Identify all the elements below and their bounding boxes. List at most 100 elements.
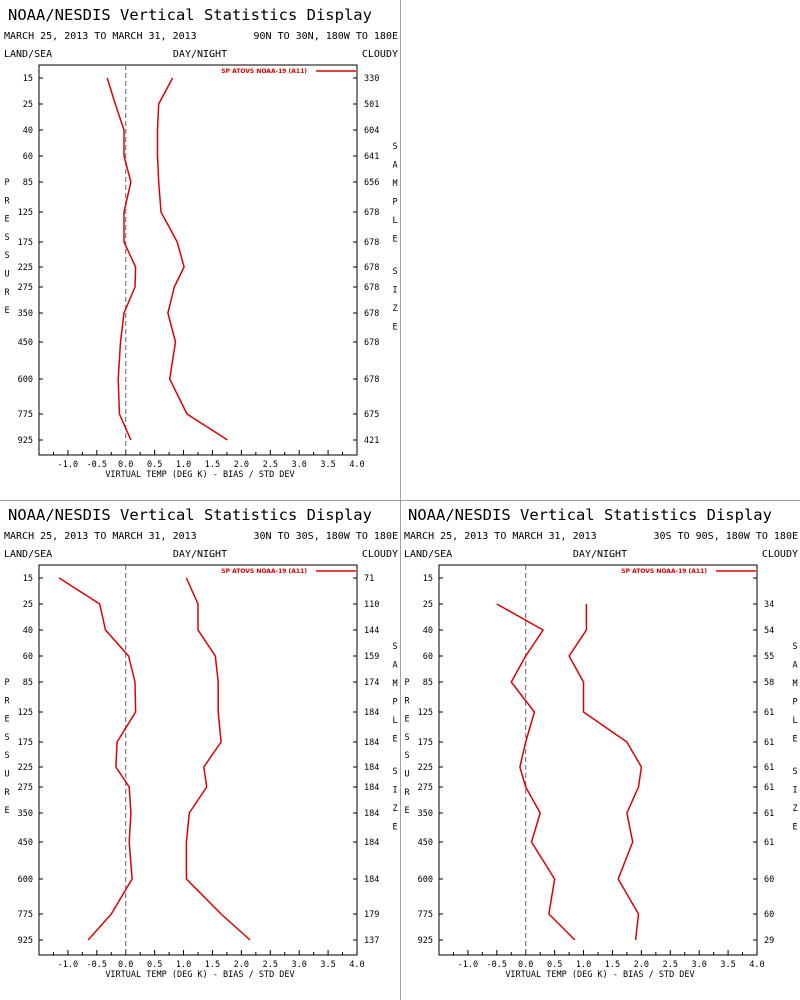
x-tick-label: 2.0 (634, 960, 649, 970)
sample-size-label: 184 (364, 875, 379, 885)
region-label: 90N TO 30N, 180W TO 180E (254, 31, 399, 42)
pressure-level-label: 775 (18, 410, 33, 420)
x-tick-label: -0.5 (87, 960, 107, 970)
pressure-level-label: 15 (423, 574, 433, 584)
x-tick-label: 3.0 (692, 960, 707, 970)
pressure-level-label: 60 (423, 652, 433, 662)
sample-size-label: 159 (364, 652, 379, 662)
x-tick-label: 1.5 (205, 460, 220, 470)
x-tick-label: 1.5 (205, 960, 220, 970)
pressure-level-label: 60 (23, 152, 33, 162)
sample-axis-letter: A (392, 161, 397, 171)
size-axis-letter: I (392, 286, 397, 296)
pressure-axis-letter: U (404, 770, 409, 780)
pressure-level-label: 275 (418, 783, 433, 793)
x-tick-label: 0.0 (118, 960, 133, 970)
date-range: MARCH 25, 2013 TO MARCH 31, 2013 (4, 531, 197, 542)
pressure-axis-letter: S (4, 233, 9, 243)
pressure-level-label: 450 (18, 338, 33, 348)
chart-panel: NOAA/NESDIS Vertical Statistics Display M… (0, 500, 400, 1000)
x-tick-label: 3.0 (292, 460, 307, 470)
pressure-level-label: 600 (18, 875, 33, 885)
sample-size-label: 55 (764, 652, 774, 662)
sample-size-label: 641 (364, 152, 379, 162)
x-tick-label: 2.5 (263, 960, 278, 970)
size-axis-letter: Z (392, 304, 397, 314)
x-tick-label: 0.0 (118, 460, 133, 470)
x-tick-label: -1.0 (58, 460, 78, 470)
sample-size-label: 184 (364, 738, 379, 748)
pressure-axis-letter: P (404, 678, 409, 688)
x-tick-label: 2.5 (263, 460, 278, 470)
size-axis-letter: E (392, 823, 397, 833)
x-tick-label: 3.0 (292, 960, 307, 970)
chart-title: NOAA/NESDIS Vertical Statistics Display (8, 6, 372, 24)
sample-size-label: 678 (364, 263, 379, 273)
x-tick-label: 3.5 (320, 460, 335, 470)
sample-axis-letter: M (392, 679, 397, 689)
pressure-level-label: 175 (418, 738, 433, 748)
pressure-axis-letter: P (4, 678, 9, 688)
sample-size-label: 60 (764, 875, 774, 885)
x-tick-label: 2.0 (234, 960, 249, 970)
series-line-std-dev (568, 604, 643, 941)
size-axis-letter: I (392, 786, 397, 796)
chart-svg: NOAA/NESDIS Vertical Statistics Display M… (404, 506, 799, 980)
pressure-axis-letter: R (4, 196, 10, 206)
x-tick-label: 0.5 (147, 460, 162, 470)
cloudy-label: CLOUDY (362, 549, 398, 560)
sample-size-label: 678 (364, 338, 379, 348)
legend-label: SP ATOVS NOAA-19 (A11) (221, 68, 307, 75)
pressure-level-label: 125 (18, 208, 33, 218)
pressure-axis-letter: S (4, 733, 9, 743)
pressure-level-label: 925 (18, 936, 33, 946)
pressure-level-label: 275 (18, 283, 33, 293)
sample-size-label: 421 (364, 436, 379, 446)
pressure-axis-letter: E (4, 306, 9, 316)
pressure-level-label: 85 (423, 678, 433, 688)
day-night-label: DAY/NIGHT (173, 549, 227, 560)
sample-size-label: 656 (364, 178, 379, 188)
x-tick-label: 0.5 (547, 960, 562, 970)
pressure-axis-letter: U (4, 270, 9, 280)
pressure-axis-letter: E (4, 806, 9, 816)
pressure-level-label: 225 (18, 763, 33, 773)
pressure-level-label: 450 (418, 838, 433, 848)
sample-size-label: 678 (364, 309, 379, 319)
date-range: MARCH 25, 2013 TO MARCH 31, 2013 (4, 31, 197, 42)
pressure-axis-letter: E (404, 806, 409, 816)
sample-axis-letter: S (392, 642, 397, 652)
pressure-level-label: 175 (18, 738, 33, 748)
x-tick-label: 0.5 (147, 960, 162, 970)
size-axis-letter: E (392, 323, 397, 333)
region-label: 30S TO 90S, 180W TO 180E (654, 531, 799, 542)
size-axis-letter: S (392, 267, 397, 277)
sample-axis-letter: E (392, 735, 397, 745)
series-line-bias (58, 577, 137, 941)
pressure-axis-letter: R (404, 696, 410, 706)
pressure-level-label: 350 (18, 809, 33, 819)
pressure-axis-letter: R (4, 788, 10, 798)
pressure-level-label: 225 (18, 263, 33, 273)
pressure-axis-letter: R (404, 788, 410, 798)
pressure-level-label: 600 (418, 875, 433, 885)
sample-size-label: 184 (364, 838, 379, 848)
sample-axis-letter: L (392, 716, 397, 726)
pressure-level-label: 450 (18, 838, 33, 848)
sample-axis-letter: L (792, 716, 797, 726)
pressure-level-label: 60 (23, 652, 33, 662)
pressure-level-label: 175 (18, 238, 33, 248)
pressure-axis-letter: S (4, 251, 9, 261)
pressure-axis-letter: S (404, 751, 409, 761)
pressure-level-label: 85 (23, 178, 33, 188)
x-tick-label: 1.0 (576, 960, 591, 970)
pressure-level-label: 25 (423, 600, 433, 610)
x-axis-label: VIRTUAL TEMP (DEG K) - BIAS / STD DEV (505, 970, 694, 980)
sample-axis-letter: E (392, 235, 397, 245)
sample-size-label: 678 (364, 238, 379, 248)
sample-axis-letter: P (392, 198, 397, 208)
x-tick-label: -0.5 (87, 460, 107, 470)
sample-axis-letter: M (392, 179, 397, 189)
chart-panel: NOAA/NESDIS Vertical Statistics Display M… (0, 0, 400, 500)
sample-axis-letter: M (792, 679, 797, 689)
